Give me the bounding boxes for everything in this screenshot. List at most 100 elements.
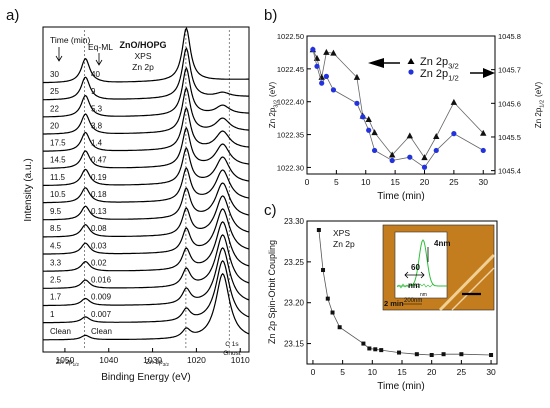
- square-point: [397, 350, 402, 355]
- x-tick-label: 5: [334, 177, 339, 187]
- panel-c-annotation-line2: Zn 2p: [333, 239, 355, 249]
- eq-ml-label: Clean: [91, 327, 112, 336]
- spectrum-curve: [43, 182, 250, 221]
- spectrum-curve: [43, 247, 250, 307]
- square-point: [361, 341, 366, 346]
- eq-ml-header: Eq-ML: [88, 42, 113, 52]
- peak-guides: [84, 30, 230, 350]
- time-label: 1: [50, 310, 55, 319]
- circle-point: [319, 80, 325, 86]
- x-tick-label: 10: [361, 177, 371, 187]
- profile-time-label: 2 min: [384, 299, 404, 308]
- x-tick-label: 1040: [99, 355, 118, 365]
- square-point: [373, 347, 378, 352]
- circle-point: [330, 87, 337, 93]
- afm-step-edge-2: [451, 267, 495, 311]
- time-label: 14.5: [50, 156, 66, 165]
- square-point: [330, 310, 335, 315]
- y-tick-label: 23.25: [284, 258, 305, 267]
- time-label: 20: [50, 121, 59, 130]
- triangle-point: [480, 129, 487, 136]
- panel-b-frame: [306, 35, 496, 175]
- y-tick-right-label: 1045.4: [498, 167, 521, 176]
- profile-axis-unit: nm: [420, 292, 427, 298]
- square-point: [429, 353, 434, 358]
- time-label: 4.5: [50, 241, 62, 250]
- circle-point: [366, 127, 372, 133]
- eq-ml-label: 0.007: [91, 310, 112, 319]
- time-label: 9.5: [50, 207, 62, 216]
- time-label: 11.5: [50, 173, 66, 182]
- x-tick-label: 0: [311, 367, 316, 377]
- time-label: 1.7: [50, 293, 62, 302]
- y-tick-label: 23.30: [284, 217, 305, 226]
- label-text: Zn 2p3/2: [146, 359, 169, 367]
- profile-inset: [394, 231, 448, 299]
- eq-ml-label: 0.009: [91, 293, 112, 302]
- spectrum-curve: [43, 87, 250, 135]
- x-tick-label: 1050: [55, 355, 74, 365]
- panel-c-label: c): [264, 202, 277, 219]
- peak-labels: Zn 2p1/2 Zn 2p3/2 C 1s Ghost: [56, 341, 241, 367]
- x-tick-label: 15: [397, 367, 407, 377]
- eq-ml-label: 0.19: [91, 173, 107, 182]
- square-point: [316, 227, 321, 232]
- y-tick-label: 23.15: [284, 340, 305, 349]
- legend-circle-marker: [408, 69, 414, 75]
- time-label: 25: [50, 87, 59, 96]
- spectrum-curve: [43, 208, 250, 255]
- circle-point: [371, 147, 378, 154]
- spectrum-curve: [42, 107, 250, 152]
- panel-b-ticks: 0 5 10 15 20 25 30 1022.50 1022.45 1022.40 1022.35…: [277, 32, 521, 187]
- circle-point: [360, 114, 366, 120]
- square-point: [321, 268, 326, 273]
- triangle-point: [371, 129, 378, 136]
- eq-ml-label: 0.18: [91, 190, 107, 199]
- x-tick-label: 20: [427, 367, 437, 377]
- panel-c-ylabel: Zn 2p Spin-Orbit Coupling: [267, 240, 277, 344]
- x-tick-label: 10: [368, 367, 378, 377]
- x-tick-label: 1010: [231, 355, 250, 365]
- eq-ml-label: 5.3: [91, 104, 103, 113]
- panel-b-legend: Zn 2p3/2Zn 2p1/2: [368, 56, 495, 82]
- afm-inset: 4nm 60 nm 2 min nm 200nm: [382, 224, 496, 312]
- square-point: [459, 352, 464, 357]
- panel-a-xlabel: Binding Energy (eV): [101, 372, 191, 383]
- eq-ml-label: 0.016: [91, 276, 112, 285]
- circle-point: [310, 46, 316, 53]
- square-point: [379, 348, 384, 353]
- spectrum-curve: [43, 167, 250, 204]
- square-point: [489, 353, 494, 358]
- y-tick-label: 23.20: [284, 299, 305, 308]
- x-tick-label: 1030: [143, 355, 162, 365]
- y-tick-right-label: 1045.6: [498, 99, 521, 108]
- spectrum-curve: [42, 66, 250, 118]
- label-text: Zn 2p1/2: [420, 68, 459, 82]
- sample-label: ZnO/HOPG: [120, 40, 167, 50]
- legend-arrow-left: [368, 58, 384, 68]
- label-text: Zn 2p3/2: [420, 56, 459, 70]
- line-label: Zn 2p: [132, 62, 154, 72]
- eq-ml-label: 9: [91, 87, 96, 96]
- time-label: 30: [50, 70, 59, 79]
- spectrum-curve: [43, 127, 250, 169]
- spectrum-curve: [43, 234, 250, 289]
- label-text: Zn 2p1/2(eV): [534, 81, 545, 128]
- time-label: 10.5: [50, 190, 66, 199]
- eq-ml-label: 0.08: [91, 224, 107, 233]
- profile-height-label: 4nm: [434, 239, 450, 248]
- x-tick-label: 20: [420, 177, 430, 187]
- square-point: [337, 325, 342, 330]
- eq-ml-label: 0.47: [91, 156, 107, 165]
- panel-c-xlabel: Time (min): [377, 381, 424, 392]
- time-header: Time (min): [50, 35, 90, 45]
- eq-ml-label: 40: [91, 70, 100, 79]
- panel-b: b) 0 5 10 15 20 25 30 1022.50 1022.45 1022.40 1022…: [264, 7, 545, 202]
- panel-a-ylabel: Intensity (a.u.): [23, 158, 34, 221]
- profile-width-unit: nm: [408, 281, 420, 290]
- x-tick-label: 0: [305, 177, 310, 187]
- triangle-point: [406, 132, 414, 139]
- panel-c-annotation-line1: XPS: [333, 228, 350, 238]
- circle-point: [314, 63, 320, 69]
- x-tick-label: 5: [340, 367, 345, 377]
